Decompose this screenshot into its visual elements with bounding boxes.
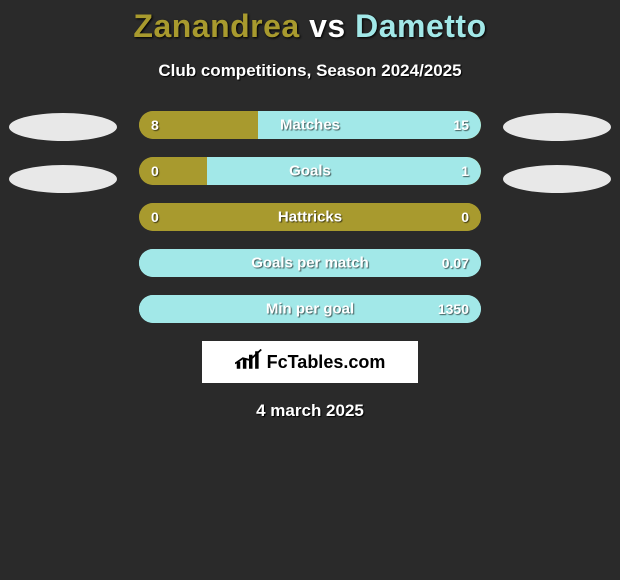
- stat-label: Min per goal: [266, 301, 354, 318]
- title: Zanandrea vs Dametto: [133, 8, 486, 45]
- chart-icon: [235, 349, 263, 376]
- stat-value-right: 0: [461, 209, 469, 225]
- stat-row: 0 1 Goals: [139, 157, 481, 185]
- stat-bars: 8 15 Matches 0 1 Goals 0 0 Hattricks 0.07 Goals pe…: [139, 111, 481, 323]
- stat-value-left: 8: [151, 117, 159, 133]
- right-badge-column: [503, 111, 611, 193]
- stat-label: Goals: [289, 163, 331, 180]
- stat-fill-left: [139, 157, 207, 185]
- vs-text: vs: [309, 8, 346, 44]
- stats-area: 8 15 Matches 0 1 Goals 0 0 Hattricks 0.07 Goals pe…: [0, 111, 620, 323]
- player2-badge: [503, 113, 611, 141]
- player1-badge: [9, 165, 117, 193]
- stat-row: 0 0 Hattricks: [139, 203, 481, 231]
- stat-value-right: 1350: [438, 301, 469, 317]
- player1-name: Zanandrea: [133, 8, 299, 44]
- brand-text: FcTables.com: [267, 352, 386, 373]
- brand-box: FcTables.com: [202, 341, 418, 383]
- stat-row: 1350 Min per goal: [139, 295, 481, 323]
- comparison-card: Zanandrea vs Dametto Club competitions, …: [0, 0, 620, 421]
- left-badge-column: [9, 111, 117, 193]
- stat-row: 0.07 Goals per match: [139, 249, 481, 277]
- stat-value-right: 0.07: [442, 255, 469, 271]
- stat-row: 8 15 Matches: [139, 111, 481, 139]
- stat-value-right: 1: [461, 163, 469, 179]
- stat-value-left: 0: [151, 209, 159, 225]
- stat-label: Goals per match: [251, 255, 369, 272]
- stat-label: Matches: [280, 117, 340, 134]
- stat-fill-right: [207, 157, 481, 185]
- date-text: 4 march 2025: [256, 401, 364, 421]
- player2-name: Dametto: [355, 8, 487, 44]
- player1-badge: [9, 113, 117, 141]
- subtitle: Club competitions, Season 2024/2025: [158, 61, 461, 81]
- stat-value-right: 15: [453, 117, 469, 133]
- player2-badge: [503, 165, 611, 193]
- stat-label: Hattricks: [278, 209, 342, 226]
- stat-value-left: 0: [151, 163, 159, 179]
